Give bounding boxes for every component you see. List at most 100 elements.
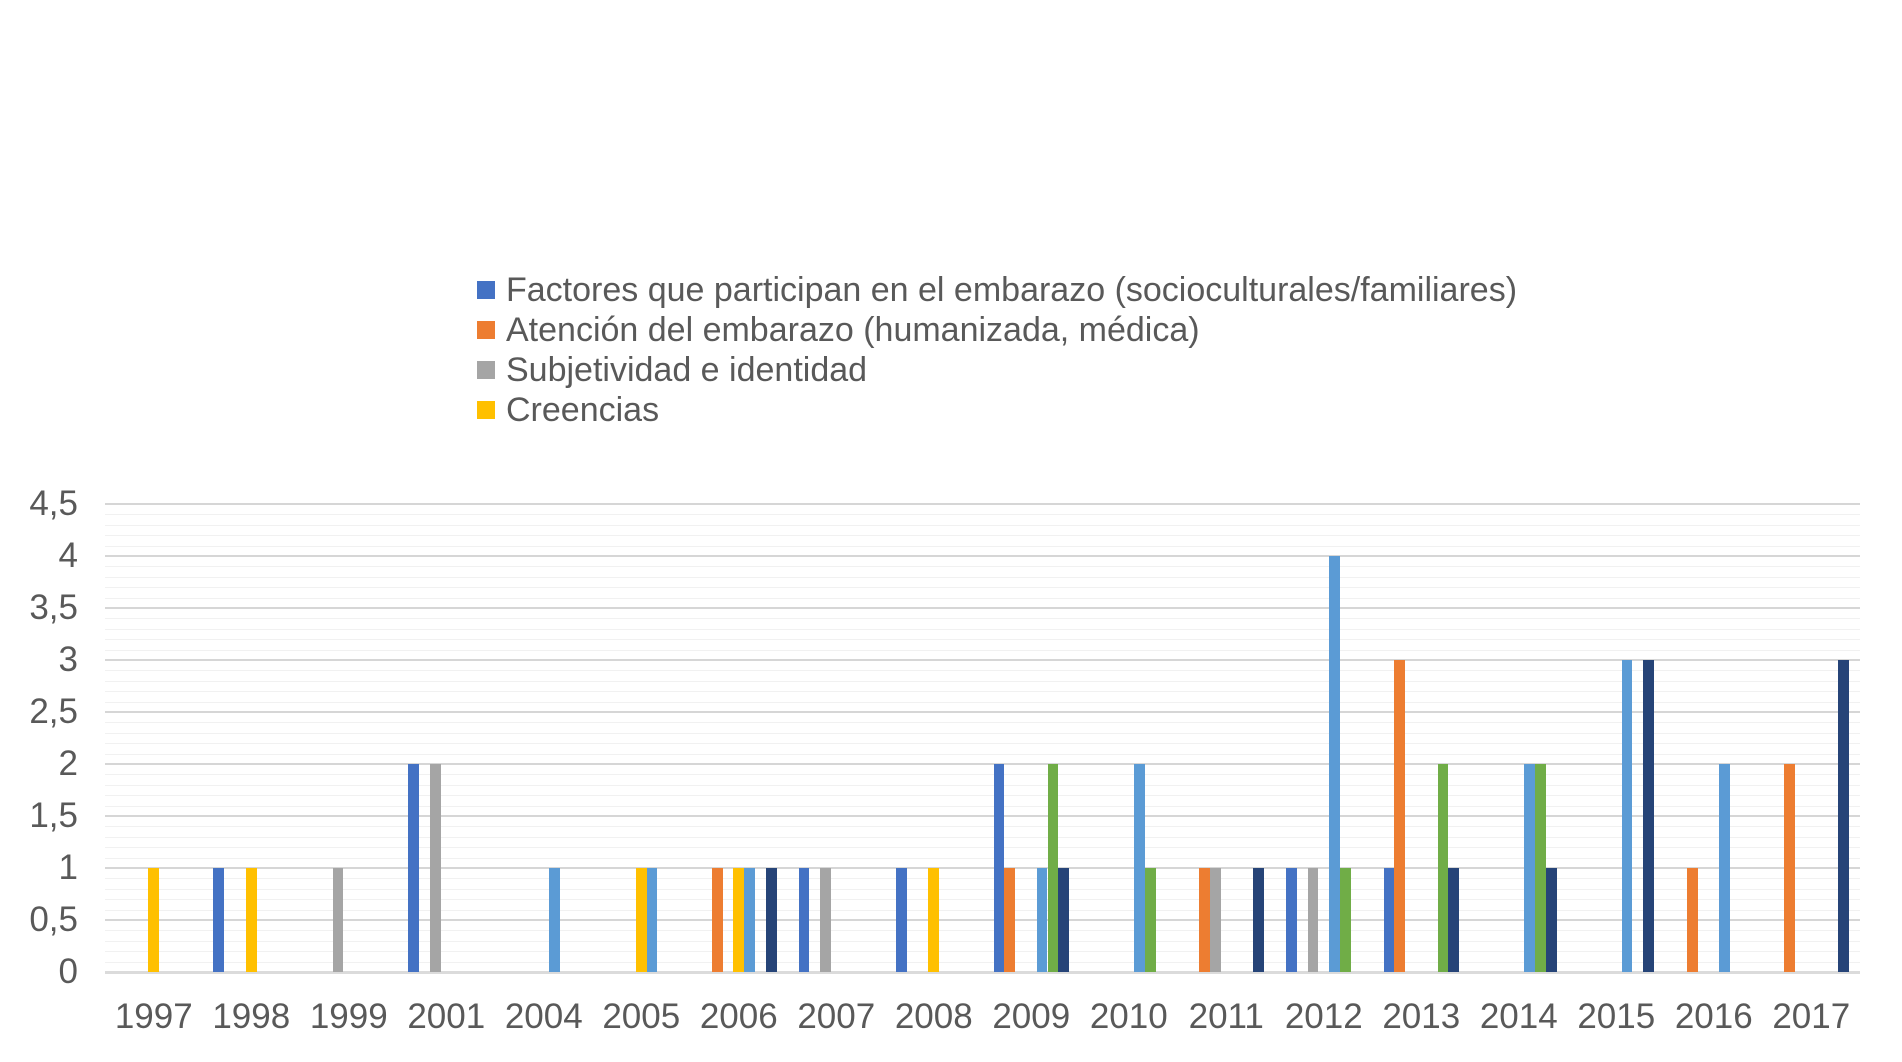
gridline-minor	[105, 774, 1860, 776]
y-axis-tick-label: 1	[58, 848, 78, 887]
x-axis-tick-label: 1999	[309, 997, 388, 1036]
x-axis-tick-label: 2012	[1284, 997, 1363, 1036]
gridline-minor	[105, 753, 1860, 755]
y-axis-tick-label: 0	[58, 952, 78, 991]
gridline-minor	[105, 587, 1860, 589]
legend-item: Factores que participan en el embarazo (…	[477, 270, 1517, 310]
legend-swatch-icon	[477, 321, 495, 339]
bar	[1145, 868, 1156, 972]
bar	[635, 868, 647, 972]
bar	[408, 764, 420, 972]
bar	[430, 764, 441, 972]
bar	[1340, 868, 1351, 972]
y-axis-tick-label: 0,5	[29, 900, 78, 939]
bar	[711, 868, 723, 972]
y-axis-tick-label: 4	[58, 536, 78, 575]
gridline-minor	[105, 514, 1860, 516]
bar	[1286, 868, 1297, 972]
bar	[1719, 764, 1730, 972]
bar	[1383, 868, 1395, 972]
bar	[993, 764, 1005, 972]
gridline-minor	[105, 670, 1860, 672]
bar	[1253, 868, 1265, 972]
gridline-minor	[105, 535, 1860, 537]
gridline-minor	[105, 524, 1860, 526]
gridline-major	[105, 919, 1860, 921]
gridline-major	[105, 503, 1860, 505]
x-axis-tick-label: 2006	[699, 997, 778, 1036]
x-axis-tick-label: 2008	[894, 997, 973, 1036]
gridline-minor	[105, 847, 1860, 849]
gridline-minor	[105, 899, 1860, 901]
bar	[1643, 660, 1655, 972]
gridline-minor	[105, 722, 1860, 724]
gridline-major	[105, 659, 1860, 661]
y-axis-tick-label: 2	[58, 744, 78, 783]
bar	[1058, 868, 1070, 972]
gridline-minor	[105, 649, 1860, 651]
gridline-minor	[105, 566, 1860, 568]
bar	[646, 868, 658, 972]
bar	[1036, 868, 1048, 972]
legend-swatch-icon	[477, 401, 495, 419]
x-axis-tick-label: 2015	[1577, 997, 1656, 1036]
bar	[928, 868, 940, 972]
x-axis-tick-label: 2005	[602, 997, 681, 1036]
legend-label: Creencias	[506, 390, 660, 429]
legend-label: Subjetividad e identidad	[506, 350, 868, 389]
x-axis-tick-label: 2016	[1674, 997, 1753, 1036]
x-axis-tick-label: 2010	[1089, 997, 1168, 1036]
gridline-major	[105, 711, 1860, 713]
legend-item: Atención del embarazo (humanizada, médic…	[477, 310, 1517, 350]
bar	[1329, 556, 1340, 972]
gridline-major	[105, 763, 1860, 765]
bar	[896, 868, 907, 972]
chart-legend: Factores que participan en el embarazo (…	[477, 270, 1517, 430]
bar	[1784, 764, 1796, 972]
gridline-minor	[105, 951, 1860, 953]
bar	[765, 868, 777, 972]
bar	[1686, 868, 1698, 972]
gridline-major	[105, 815, 1860, 817]
gridline-minor	[105, 878, 1860, 880]
x-axis-tick-label: 2011	[1188, 997, 1264, 1036]
legend-label: Atención del embarazo (humanizada, médic…	[506, 310, 1200, 349]
bar	[245, 868, 257, 972]
bar	[332, 868, 344, 972]
gridline-minor	[105, 805, 1860, 807]
bar	[1437, 764, 1449, 972]
gridline-minor	[105, 795, 1860, 797]
y-axis-tick-label: 2,5	[29, 692, 78, 731]
legend-item: Creencias	[477, 390, 1517, 430]
bar	[549, 868, 560, 972]
gridline-minor	[105, 857, 1860, 859]
gridline-major	[105, 607, 1860, 609]
gridline-minor	[105, 784, 1860, 786]
gridline-minor	[105, 628, 1860, 630]
bar	[1210, 868, 1221, 972]
bar	[213, 868, 225, 972]
bar	[1838, 660, 1850, 972]
legend-item: Subjetividad e identidad	[477, 350, 1517, 390]
gridline-minor	[105, 701, 1860, 703]
bar	[820, 868, 831, 972]
bar	[148, 868, 160, 972]
gridline-minor	[105, 909, 1860, 911]
gridline-minor	[105, 597, 1860, 599]
gridline-minor	[105, 639, 1860, 641]
bar	[1047, 764, 1059, 972]
x-axis-tick-label: 2017	[1772, 997, 1851, 1036]
gridline-minor	[105, 691, 1860, 693]
bar	[1535, 764, 1546, 972]
gridline-minor	[105, 888, 1860, 890]
bar	[1448, 868, 1460, 972]
x-axis-tick-label: 2014	[1479, 997, 1558, 1036]
gridline-minor	[105, 680, 1860, 682]
y-axis-tick-label: 3,5	[29, 588, 78, 627]
bar	[1004, 868, 1016, 972]
gridline-minor	[105, 930, 1860, 932]
x-axis-tick-label: 2001	[407, 997, 486, 1036]
x-axis-tick-label: 2009	[992, 997, 1071, 1036]
gridline-minor	[105, 961, 1860, 963]
